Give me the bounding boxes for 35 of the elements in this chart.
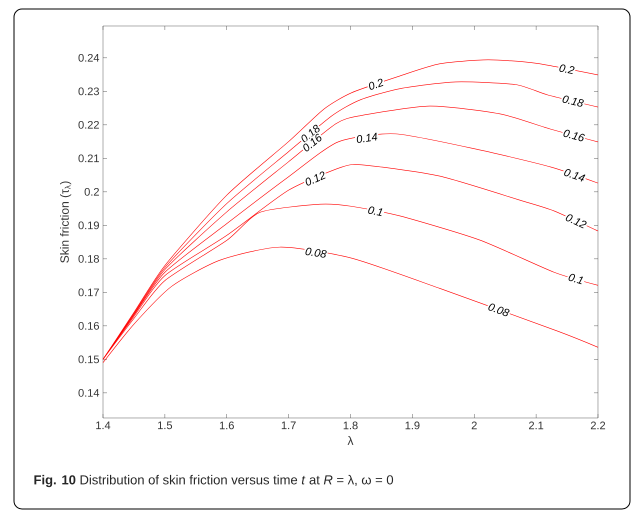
x-tick-label: 2.1 xyxy=(529,422,544,430)
y-tick-label: 0.2 xyxy=(84,188,99,196)
y-tick-label: 0.14 xyxy=(78,388,100,397)
text: 0.2 xyxy=(369,78,384,90)
x-axis-title: λ xyxy=(348,436,354,445)
text: 0.08 xyxy=(488,304,510,316)
y-tick-label: 0.23 xyxy=(78,87,99,96)
y-tick-label: 0.17 xyxy=(78,288,99,296)
x-tick-label: 1.4 xyxy=(96,422,110,430)
text: 0.16 xyxy=(563,130,585,142)
y-tick-label: 0.19 xyxy=(78,221,99,230)
text: 0.1 xyxy=(568,274,584,284)
y-tick-label: 0.22 xyxy=(78,120,99,129)
x-tick-label: 1.6 xyxy=(220,422,234,430)
text: 0.14 xyxy=(564,169,586,182)
y-tick-label: 0.21 xyxy=(78,154,99,162)
text: 0.18 xyxy=(562,96,584,107)
y-tick-label: 0.16 xyxy=(78,322,99,330)
x-tick-label: 1.8 xyxy=(344,422,358,430)
y-tick-label: 0.15 xyxy=(78,355,99,364)
y-axis-title: Skin friction (τ$_{λ}$) xyxy=(60,181,72,263)
text: 0.12 xyxy=(566,214,587,228)
text: Fig. 10 Distribution of skin friction versus time t at R = λ, ω = 0 xyxy=(34,474,394,488)
text: 0.2 xyxy=(559,64,574,74)
text: 0.1 xyxy=(368,206,382,216)
x-tick-label: 2 xyxy=(472,422,477,430)
y-tick-label: 0.18 xyxy=(78,254,99,263)
x-tick-label: 2.2 xyxy=(590,422,606,430)
y-tick-label: 0.24 xyxy=(78,54,100,62)
text: 0.14 xyxy=(356,132,378,143)
x-tick-label: 1.5 xyxy=(158,422,172,430)
text: 0.12 xyxy=(306,171,326,186)
x-tick-label: 1.7 xyxy=(282,422,296,430)
text: 0.08 xyxy=(305,248,327,258)
x-tick-label: 1.9 xyxy=(406,422,420,430)
